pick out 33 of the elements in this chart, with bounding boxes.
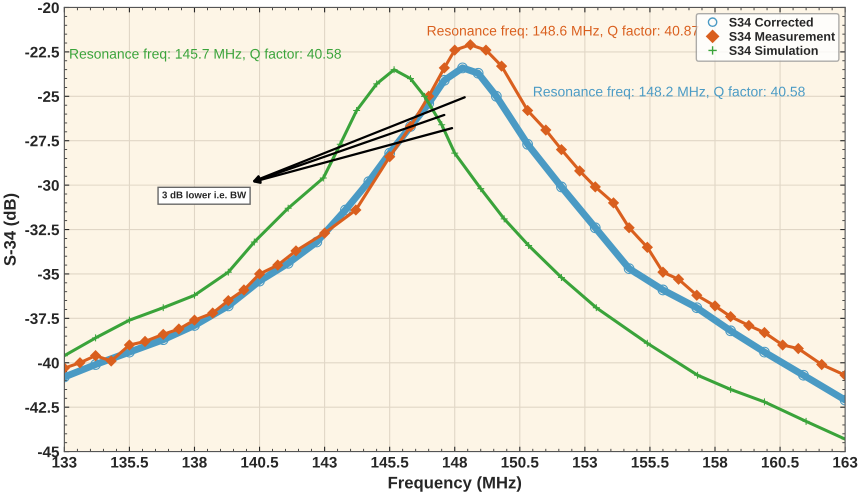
x-tick-label: 153: [573, 456, 598, 468]
y-tick-label: -30: [38, 180, 59, 191]
y-tick-label: -27.5: [25, 136, 60, 146]
y-tick-label: -40: [38, 358, 59, 368]
x-axis-title: Frequency (MHz): [388, 476, 522, 492]
x-tick-label: 150.5: [502, 456, 538, 468]
legend-label: S34 Simulation: [729, 46, 818, 55]
x-tick-label: 160.5: [762, 456, 799, 468]
x-tick-label: 145.5: [372, 457, 408, 468]
legend-label: S34 Measurement: [729, 32, 835, 41]
x-tick-label: 143: [312, 456, 337, 468]
y-tick-label: -20: [38, 2, 59, 14]
y-tick-label: -25: [38, 91, 60, 102]
annotation: Resonance freq: 148.2 MHz, Q factor: 40.58: [534, 86, 805, 100]
y-tick-label: -45: [38, 446, 60, 458]
y-tick-label: -22.5: [25, 46, 60, 58]
x-tick-label: 155.5: [632, 457, 669, 468]
x-tick-label: 138: [182, 456, 207, 468]
y-tick-label: -42.5: [25, 402, 60, 413]
legend-label: S34 Corrected: [729, 17, 813, 27]
x-tick-label: 135.5: [111, 456, 148, 468]
annotation: Resonance freq: 145.7 MHz, Q factor: 40.58: [70, 48, 341, 62]
y-tick-label: -37.5: [25, 313, 60, 324]
y-tick-label: -35: [38, 268, 60, 280]
x-tick-label: 163: [833, 456, 858, 468]
x-tick-label: 148: [442, 456, 468, 468]
annotation: 3 dB lower i.e. BW: [162, 191, 246, 198]
annotation: Resonance freq: 148.6 MHz, Q factor: 40.87: [428, 25, 698, 38]
x-tick-label: 140.5: [241, 456, 278, 468]
x-tick-label: 158: [703, 456, 728, 468]
x-tick-label: 133: [52, 456, 77, 468]
y-tick-label: -32.5: [25, 224, 60, 236]
y-axis-title: S-34 (dB): [4, 194, 20, 266]
